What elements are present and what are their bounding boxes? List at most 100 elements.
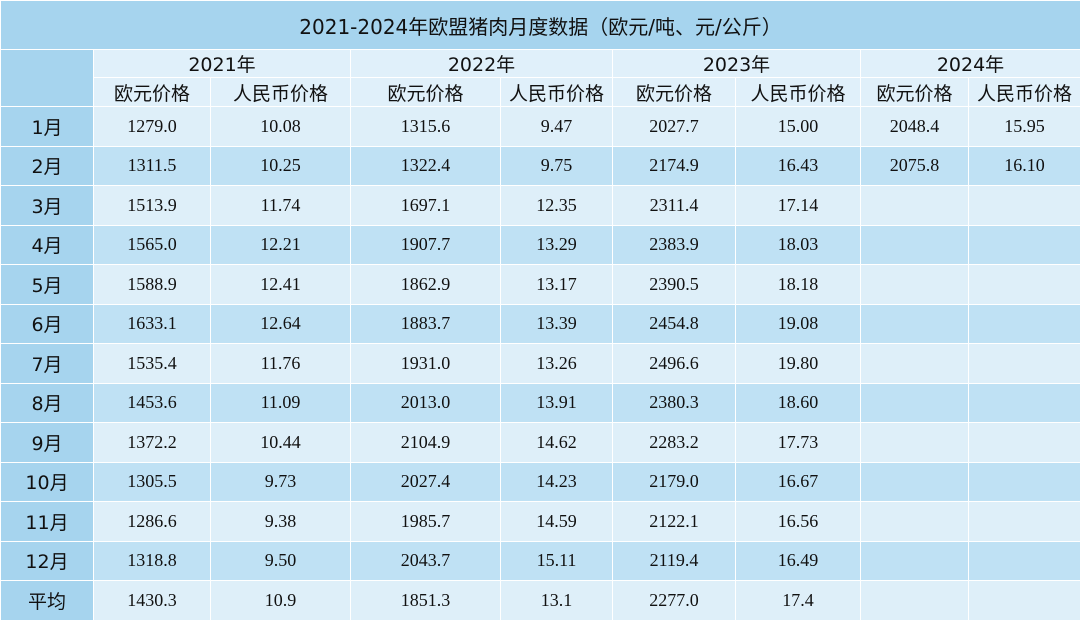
empty-cell (860, 303, 969, 344)
empty-cell (967, 303, 1080, 344)
empty-cell (967, 501, 1080, 542)
row-label: 1月 (0, 106, 94, 147)
table-cell: 1311.5 (93, 145, 211, 186)
table-cell: 10.44 (210, 422, 351, 463)
table-row: 3月 1513.9 11.74 1697.1 12.35 2311.4 17.14 (0, 185, 1080, 226)
table-cell: 13.39 (500, 303, 613, 344)
row-label: 平均 (0, 580, 94, 621)
table-row: 9月 1372.2 10.44 2104.9 14.62 2283.2 17.73 (0, 422, 1080, 463)
row-label: 11月 (0, 501, 94, 542)
column-header: 人民币价格 (967, 77, 1080, 107)
table-cell: 1588.9 (93, 264, 211, 305)
table-cell: 18.60 (735, 382, 861, 423)
row-label: 4月 (0, 224, 94, 265)
table-cell: 1862.9 (350, 264, 501, 305)
table-cell: 19.08 (735, 303, 861, 344)
row-label: 7月 (0, 343, 94, 384)
table-cell: 12.64 (210, 303, 351, 344)
table-row: 11月 1286.6 9.38 1985.7 14.59 2122.1 16.56 (0, 501, 1080, 542)
table-cell: 2390.5 (612, 264, 736, 305)
year-header: 2023年 (612, 49, 861, 78)
table-cell: 16.10 (967, 145, 1080, 186)
row-label: 3月 (0, 185, 94, 226)
row-label: 10月 (0, 461, 94, 502)
table-cell: 2013.0 (350, 382, 501, 423)
table-cell: 1985.7 (350, 501, 501, 542)
table-cell: 2043.7 (350, 540, 501, 581)
table-cell: 1565.0 (93, 224, 211, 265)
table-cell: 16.43 (735, 145, 861, 186)
table-cell: 9.47 (500, 106, 613, 147)
table-cell: 14.23 (500, 461, 613, 502)
table-cell: 2383.9 (612, 224, 736, 265)
empty-cell (967, 422, 1080, 463)
empty-cell (860, 382, 969, 423)
table-cell: 2277.0 (612, 580, 736, 621)
row-label: 9月 (0, 422, 94, 463)
empty-cell (860, 422, 969, 463)
table-cell: 1513.9 (93, 185, 211, 226)
table-cell: 1322.4 (350, 145, 501, 186)
table-cell: 13.91 (500, 382, 613, 423)
table-cell: 9.38 (210, 501, 351, 542)
table-cell: 13.1 (500, 580, 613, 621)
row-label: 2月 (0, 145, 94, 186)
table-cell: 2048.4 (860, 106, 969, 147)
table-cell: 1372.2 (93, 422, 211, 463)
table-cell: 18.03 (735, 224, 861, 265)
empty-cell (860, 580, 969, 621)
table-cell: 2122.1 (612, 501, 736, 542)
table-cell: 11.74 (210, 185, 351, 226)
empty-cell (967, 580, 1080, 621)
table-row: 6月 1633.1 12.64 1883.7 13.39 2454.8 19.08 (0, 303, 1080, 344)
table-cell: 15.00 (735, 106, 861, 147)
empty-cell (967, 461, 1080, 502)
table-cell: 12.35 (500, 185, 613, 226)
column-header: 欧元价格 (860, 77, 969, 107)
table-cell: 17.4 (735, 580, 861, 621)
column-header: 人民币价格 (735, 77, 861, 107)
empty-cell (860, 224, 969, 265)
table-cell: 9.75 (500, 145, 613, 186)
table-cell: 1883.7 (350, 303, 501, 344)
row-label: 6月 (0, 303, 94, 344)
year-header: 2024年 (859, 49, 1080, 78)
table-cell: 10.08 (210, 106, 351, 147)
row-label: 12月 (0, 540, 94, 581)
table-cell: 16.67 (735, 461, 861, 502)
table-cell: 11.09 (210, 382, 351, 423)
table-cell: 1851.3 (350, 580, 501, 621)
table-cell: 1453.6 (93, 382, 211, 423)
table-cell: 13.26 (500, 343, 613, 384)
empty-cell (860, 501, 969, 542)
empty-cell (967, 343, 1080, 384)
table-cell: 18.18 (735, 264, 861, 305)
table-cell: 12.21 (210, 224, 351, 265)
table-cell: 1931.0 (350, 343, 501, 384)
table-cell: 2119.4 (612, 540, 736, 581)
empty-cell (860, 185, 969, 226)
table-row: 平均 1430.3 10.9 1851.3 13.1 2277.0 17.4 (0, 580, 1080, 621)
table-cell: 1697.1 (350, 185, 501, 226)
empty-cell (967, 224, 1080, 265)
table-cell: 16.56 (735, 501, 861, 542)
column-header: 人民币价格 (500, 77, 613, 107)
table-cell: 11.76 (210, 343, 351, 384)
table-cell: 1535.4 (93, 343, 211, 384)
table-cell: 15.95 (967, 106, 1080, 147)
table-cell: 10.25 (210, 145, 351, 186)
table-cell: 13.29 (500, 224, 613, 265)
table-title: 2021-2024年欧盟猪肉月度数据（欧元/吨、元/公斤） (0, 0, 1080, 50)
table-cell: 2075.8 (860, 145, 969, 186)
table-cell: 17.14 (735, 185, 861, 226)
corner-cell (0, 49, 94, 107)
table-cell: 1430.3 (93, 580, 211, 621)
empty-cell (967, 382, 1080, 423)
table-row: 8月 1453.6 11.09 2013.0 13.91 2380.3 18.60 (0, 382, 1080, 423)
year-header: 2022年 (350, 49, 613, 78)
table-cell: 10.9 (210, 580, 351, 621)
table-cell: 2027.7 (612, 106, 736, 147)
table-row: 5月 1588.9 12.41 1862.9 13.17 2390.5 18.18 (0, 264, 1080, 305)
